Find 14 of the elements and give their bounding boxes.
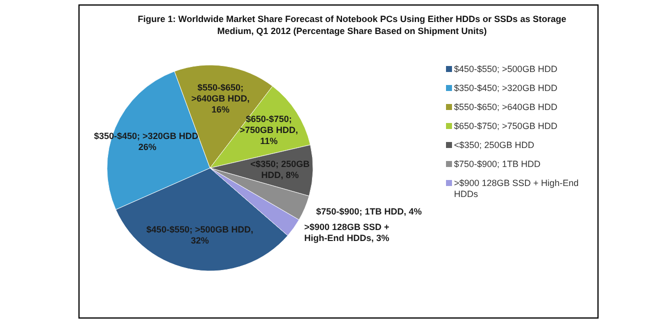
legend-label: <$350; 250GB HDD (454, 140, 535, 150)
legend-label: $750-$900; 1TB HDD (454, 159, 542, 169)
data-label: $750-$900; 1TB HDD, 4% (316, 206, 422, 216)
data-label: $550-$650; >640GB HDD, 16% (191, 82, 250, 115)
legend-label: >$900 128GB SSD + High-End HDDs (454, 178, 579, 199)
legend-label: $550-$650; >640GB HDD (454, 102, 558, 112)
chart-title: Figure 1: Worldwide Market Share Forecast of Notebook PCs Using Either HDDs or SSDs as Storage Medium, Q1 2012 (Percentage Share Based on Shipment Units) (138, 14, 566, 36)
legend-label: $450-$550; >500GB HDD (454, 64, 558, 74)
data-label: >$900 128GB SSD + High-End HDDs, 3% (304, 222, 390, 244)
data-label: $650-$750; >750GB HDD, 11% (240, 114, 298, 146)
data-label: $450-$550; >500GB HDD, 32% (146, 224, 254, 246)
legend-label: $350-$450; >320GB HDD (454, 83, 558, 93)
legend-label: $650-$750; >750GB HDD (454, 121, 558, 131)
data-label: <$350; 250GB HDD, 8% (250, 159, 310, 180)
